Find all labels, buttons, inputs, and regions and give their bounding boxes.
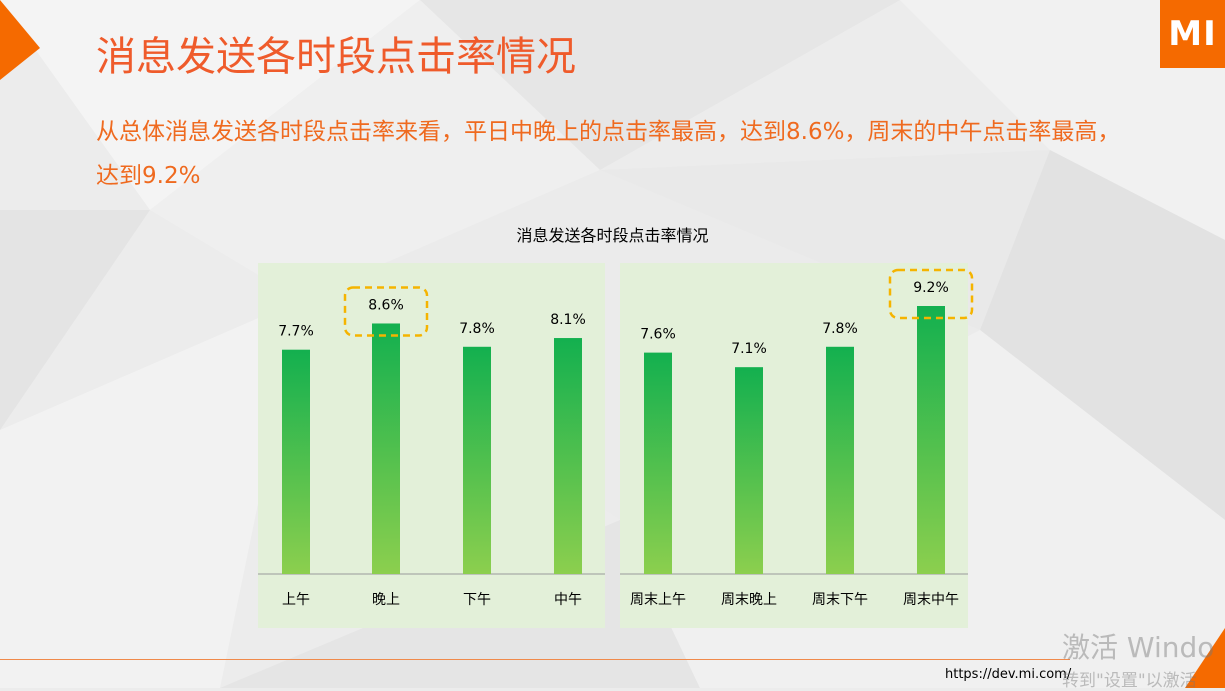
highlight-box	[343, 286, 429, 337]
bar	[644, 352, 672, 574]
mi-logo: MI	[1160, 0, 1225, 68]
data-label: 8.6%	[368, 297, 404, 313]
bar	[282, 349, 310, 574]
chart-panel-2	[620, 263, 968, 628]
summary-text: 从总体消息发送各时段点击率来看，平日中晚上的点击率最高，达到8.6%，周末的中午…	[96, 119, 1121, 189]
category-label: 下午	[463, 592, 491, 608]
category-label: 周末中午	[903, 592, 959, 608]
data-label: 7.7%	[278, 324, 314, 340]
chart-panel-1	[258, 263, 605, 628]
data-label: 7.6%	[640, 327, 676, 343]
category-label: 中午	[554, 592, 582, 608]
data-label: 8.1%	[550, 312, 586, 328]
category-label: 周末晚上	[721, 592, 777, 608]
bar	[372, 323, 400, 574]
data-label: 7.1%	[731, 341, 767, 357]
page-title: 消息发送各时段点击率情况	[96, 34, 576, 80]
activation-watermark-hint: 转到"设置"以激活	[1062, 671, 1197, 691]
bar	[917, 306, 945, 574]
chart-title: 消息发送各时段点击率情况	[516, 226, 709, 245]
bar	[826, 346, 854, 574]
footer-divider	[0, 659, 1070, 660]
corner-accent-shape	[0, 0, 40, 80]
footer-url[interactable]: https://dev.mi.com/	[945, 667, 1072, 682]
category-label: 周末上午	[630, 592, 686, 608]
category-label: 晚上	[372, 592, 400, 608]
bar	[463, 346, 491, 574]
data-label: 7.8%	[822, 321, 858, 337]
data-label: 7.8%	[459, 321, 495, 337]
bar	[554, 338, 582, 574]
data-label: 9.2%	[913, 280, 949, 296]
highlight-box	[888, 268, 974, 320]
category-label: 上午	[282, 592, 310, 608]
activation-watermark: 激活 Windo	[1062, 631, 1215, 664]
category-label: 周末下午	[812, 592, 868, 608]
bar	[735, 367, 763, 574]
corner-accent-shape-bottom	[1185, 628, 1225, 688]
